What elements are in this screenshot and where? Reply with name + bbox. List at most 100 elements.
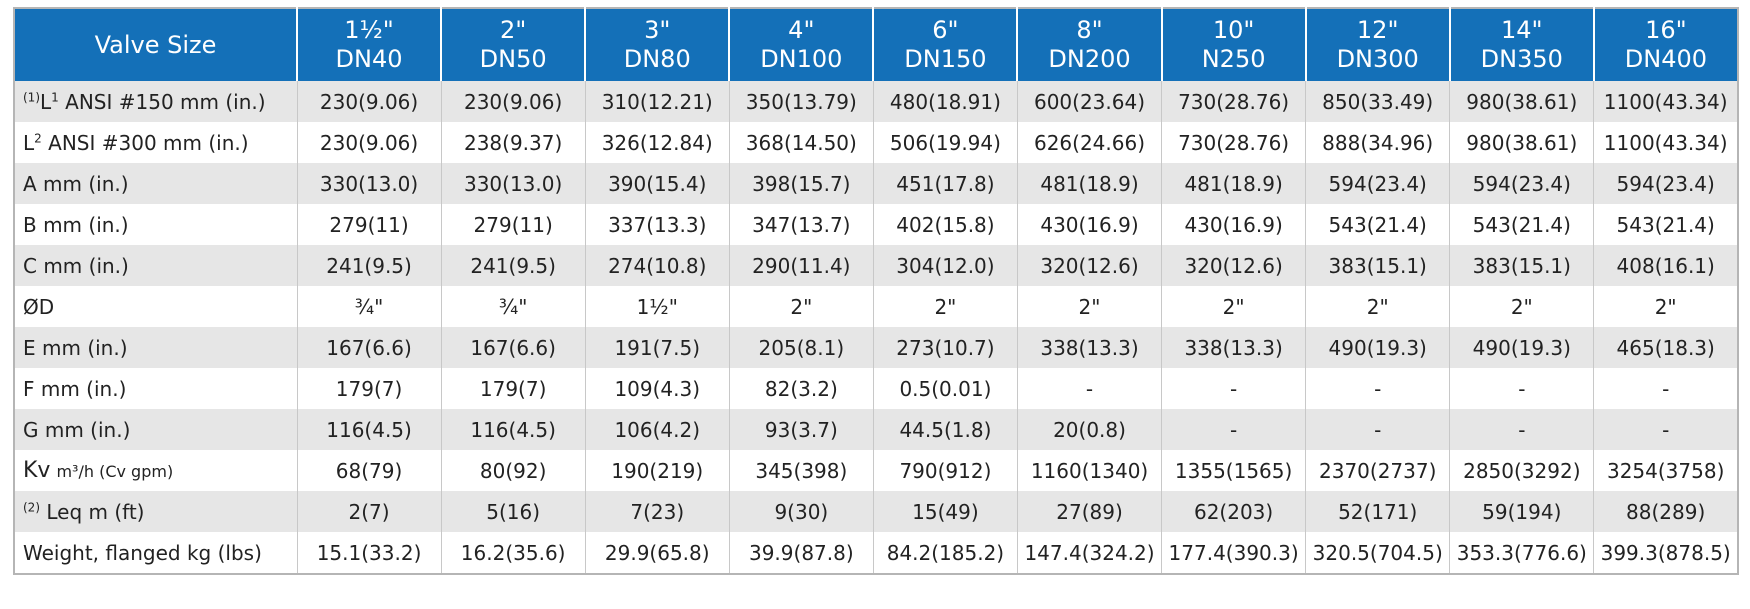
table-cell: 1100(43.34) <box>1593 122 1738 163</box>
table-cell: 730(28.76) <box>1161 122 1306 163</box>
table-cell: 600(23.64) <box>1016 81 1162 122</box>
table-cell: 338(13.3) <box>1161 327 1306 368</box>
label-part: Kv <box>23 458 51 483</box>
table-cell: 190(219) <box>584 450 730 491</box>
table-cell: 398(15.7) <box>728 163 874 204</box>
table-cell: 116(4.5) <box>440 409 586 450</box>
valve-size: 3" <box>644 16 671 44</box>
valve-size: 2" <box>499 16 527 44</box>
column-header: 8" DN200 <box>1016 8 1162 81</box>
table-row: Weight, flanged kg (lbs) 15.1(33.2) 16.2(3… <box>14 532 1738 574</box>
row-label: B mm (in.) <box>14 204 297 245</box>
table-cell: 383(15.1) <box>1449 245 1594 286</box>
table-cell: 0.5(0.01) <box>872 368 1018 409</box>
table-row: ØD ¾" ¾" 1½" 2" 2" 2" 2" 2" 2" 2" <box>14 286 1738 327</box>
table-cell: 9(30) <box>728 491 874 532</box>
column-header: 3" DN80 <box>584 8 730 81</box>
table-cell: 1½" <box>584 286 730 327</box>
table-cell: 320(12.6) <box>1016 245 1162 286</box>
table-cell: 279(11) <box>440 204 586 245</box>
table-cell: 1160(1340) <box>1016 450 1162 491</box>
table-cell: 430(16.9) <box>1016 204 1162 245</box>
table-cell: 980(38.61) <box>1449 122 1594 163</box>
table-cell: 238(9.37) <box>440 122 586 163</box>
dn-size: N250 <box>1201 45 1266 73</box>
table-cell: 273(10.7) <box>872 327 1018 368</box>
table-cell: 179(7) <box>440 368 586 409</box>
column-header: 12" DN300 <box>1304 8 1450 81</box>
table-cell: ¾" <box>296 286 442 327</box>
table-cell: 29.9(65.8) <box>584 532 730 574</box>
table-cell: 109(4.3) <box>584 368 730 409</box>
table-row: E mm (in.) 167(6.6) 167(6.6) 191(7.5) 205(8.… <box>14 327 1738 368</box>
label-part: ØD <box>23 294 55 319</box>
table-cell: 1100(43.34) <box>1593 81 1738 122</box>
table-cell: 93(3.7) <box>728 409 874 450</box>
table-cell: 2" <box>1593 286 1738 327</box>
table-cell: 116(4.5) <box>296 409 442 450</box>
table-cell: 7(23) <box>584 491 730 532</box>
column-header: 4" DN100 <box>728 8 874 81</box>
row-label: (1)L1 ANSI #150 mm (in.) <box>14 81 297 122</box>
table-cell: 68(79) <box>296 450 442 491</box>
valve-size: 10" <box>1212 16 1255 44</box>
table-cell: 451(17.8) <box>872 163 1018 204</box>
label-part: Leq m (ft) <box>40 499 145 524</box>
label-part: 2 <box>34 130 42 145</box>
table-cell: ¾" <box>440 286 586 327</box>
table-row: L2 ANSI #300 mm (in.) 230(9.06) 238(9.37) 3… <box>14 122 1738 163</box>
valve-size: 8" <box>1076 16 1103 44</box>
table-row: Kv m³/h (Cv gpm) 68(79) 80(92) 190(219) 345(3… <box>14 450 1738 491</box>
table-cell: 5(16) <box>440 491 586 532</box>
table-cell: 3254(3758) <box>1593 450 1738 491</box>
corner-header: Valve Size <box>14 8 297 81</box>
table-cell: 80(92) <box>440 450 586 491</box>
table-cell: 594(23.4) <box>1449 163 1594 204</box>
row-label: F mm (in.) <box>14 368 297 409</box>
column-header: 2" DN50 <box>440 8 586 81</box>
label-part: ANSI #300 mm (in.) <box>41 130 249 155</box>
table-cell: 730(28.76) <box>1161 81 1306 122</box>
table-cell: 205(8.1) <box>728 327 874 368</box>
label-part: (1) <box>23 89 40 104</box>
table-cell: 62(203) <box>1161 491 1306 532</box>
dn-size: DN40 <box>335 45 403 73</box>
table-cell: 179(7) <box>296 368 442 409</box>
table-cell: 390(15.4) <box>584 163 730 204</box>
table-cell: 490(19.3) <box>1305 327 1450 368</box>
table-cell: 241(9.5) <box>440 245 586 286</box>
label-part: Weight, flanged kg (lbs) <box>23 540 262 565</box>
table-cell: 2(7) <box>296 491 442 532</box>
dn-size: DN100 <box>760 45 843 73</box>
table-cell: 274(10.8) <box>584 245 730 286</box>
table-cell: 27(89) <box>1016 491 1162 532</box>
table-cell: 39.9(87.8) <box>728 532 874 574</box>
table-cell: 350(13.79) <box>728 81 874 122</box>
column-header: 10" N250 <box>1160 8 1306 81</box>
label-part: F mm (in.) <box>23 376 127 401</box>
table-cell: - <box>1161 368 1306 409</box>
table-cell: - <box>1305 368 1450 409</box>
dn-size: DN200 <box>1048 45 1131 73</box>
table-cell: 368(14.50) <box>728 122 874 163</box>
table-cell: 52(171) <box>1305 491 1450 532</box>
table-cell: 481(18.9) <box>1016 163 1162 204</box>
table-cell: 594(23.4) <box>1593 163 1738 204</box>
table-row: F mm (in.) 179(7) 179(7) 109(4.3) 82(3.2) 0.5… <box>14 368 1738 409</box>
label-part: ANSI #150 mm (in.) <box>58 89 266 114</box>
table-cell: 230(9.06) <box>296 122 442 163</box>
table-cell: 543(21.4) <box>1449 204 1594 245</box>
label-part: L <box>23 130 35 155</box>
label-part: m³/h (Cv gpm) <box>56 462 174 481</box>
row-label: Kv m³/h (Cv gpm) <box>14 450 297 491</box>
column-header: 16" DN400 <box>1592 8 1738 81</box>
table-cell: 330(13.0) <box>440 163 586 204</box>
dn-size: DN150 <box>904 45 987 73</box>
table-cell: - <box>1161 409 1306 450</box>
table-cell: 279(11) <box>296 204 442 245</box>
valve-size: 12" <box>1356 16 1399 44</box>
label-part: (2) <box>23 499 40 514</box>
label-part: C mm (in.) <box>23 253 129 278</box>
dn-size: DN80 <box>623 45 691 73</box>
